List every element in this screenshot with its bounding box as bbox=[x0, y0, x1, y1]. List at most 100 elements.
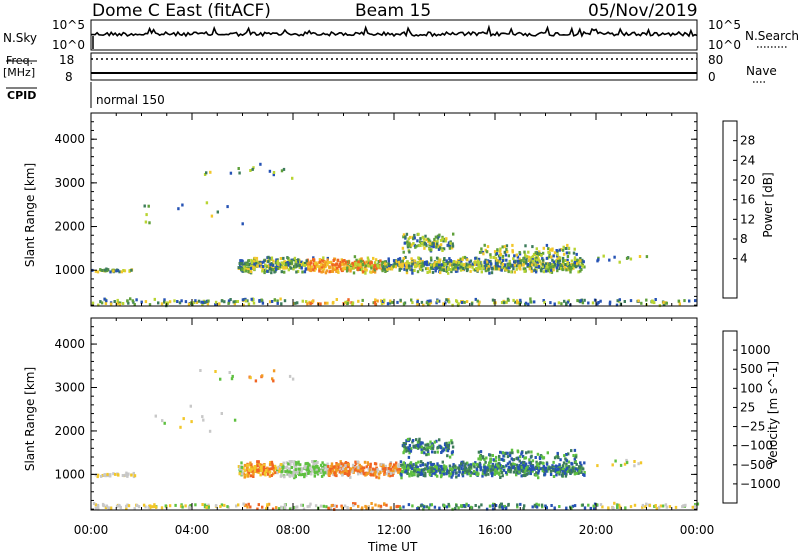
velocity-echo-cell bbox=[261, 472, 265, 476]
velocity-echo-cell bbox=[524, 467, 527, 470]
velocity-colorbar-frame bbox=[722, 330, 738, 504]
power-echo-cell bbox=[562, 245, 565, 249]
power-echo-cell bbox=[380, 299, 383, 303]
power-echo-cell bbox=[358, 268, 362, 271]
power-echo-cell bbox=[272, 259, 275, 263]
velocity-echo-cell bbox=[300, 469, 303, 473]
power-echo-cell bbox=[358, 258, 361, 262]
power-echo-cell bbox=[449, 268, 453, 272]
velocity-echo-cell bbox=[488, 461, 491, 465]
velocity-echo-cell bbox=[479, 457, 482, 461]
power-echo-cell bbox=[247, 259, 250, 263]
velocity-echo-cell bbox=[351, 470, 354, 474]
velocity-echo-cell bbox=[477, 450, 481, 454]
power-echo-cell bbox=[361, 298, 364, 302]
velocity-echo-cell bbox=[291, 377, 295, 381]
power-echo-cell bbox=[485, 260, 489, 264]
power-echo-cell bbox=[448, 257, 451, 261]
power-echo-cell bbox=[462, 256, 465, 260]
power-echo-cell bbox=[408, 242, 411, 246]
velocity-echo-cell bbox=[539, 467, 542, 471]
velocity-echo-cell bbox=[317, 471, 320, 475]
power-echo-cell bbox=[349, 267, 353, 271]
power-echo-cell bbox=[115, 269, 118, 273]
velocity-echo-cell bbox=[281, 463, 284, 467]
power-echo-cell bbox=[344, 300, 347, 304]
velocity-echo-cell bbox=[316, 465, 319, 468]
power-echo-cell bbox=[503, 267, 507, 271]
velocity-echo-cell bbox=[337, 463, 340, 467]
velocity-echo-cell bbox=[410, 470, 413, 474]
power-echo-cell bbox=[346, 263, 349, 266]
power-echo-cell bbox=[119, 301, 122, 305]
velocity-echo-cell bbox=[415, 470, 418, 474]
velocity-echo-cell bbox=[502, 458, 505, 462]
power-echo-cell bbox=[512, 257, 515, 261]
velocity-echo-cell bbox=[267, 472, 270, 476]
velocity-echo-cell bbox=[500, 457, 504, 461]
power-echo-cell bbox=[513, 254, 516, 258]
power-echo-cell bbox=[487, 267, 490, 271]
power-echo-cell bbox=[426, 263, 429, 267]
beam-title: Beam 15 bbox=[355, 1, 432, 21]
power-echo-cell bbox=[282, 167, 286, 171]
velocity-echo-cell bbox=[125, 473, 128, 477]
velocity-echo-cell bbox=[526, 465, 529, 469]
velocity-echo-cell bbox=[524, 462, 528, 466]
power-echo-cell bbox=[447, 261, 450, 265]
power-echo-cell bbox=[498, 256, 502, 260]
power-echo-cell bbox=[570, 259, 574, 263]
velocity-echo-cell bbox=[633, 503, 637, 507]
power-echo-cell bbox=[247, 302, 251, 306]
velocity-echo-cell bbox=[583, 461, 586, 465]
velocity-echo-cell bbox=[312, 460, 315, 464]
velocity-echo-cell bbox=[292, 474, 295, 478]
power-echo-cell bbox=[447, 271, 450, 275]
velocity-echo-cell bbox=[601, 505, 604, 509]
velocity-echo-cell bbox=[343, 470, 346, 474]
velocity-echo-cell bbox=[482, 469, 485, 473]
velocity-echo-cell bbox=[559, 468, 562, 472]
power-echo-cell bbox=[267, 260, 270, 264]
power-echo-cell bbox=[540, 262, 543, 266]
velocity-echo-cell bbox=[294, 463, 297, 467]
velocity-echo-cell bbox=[472, 469, 476, 473]
velocity-echo-cell bbox=[420, 460, 423, 464]
power-echo-cell bbox=[265, 264, 269, 268]
power-echo-cell bbox=[558, 256, 562, 260]
power-echo-cell bbox=[238, 171, 241, 175]
velocity-echo-cell bbox=[433, 469, 436, 473]
power-echo-cell bbox=[516, 301, 519, 305]
power-echo-cell bbox=[540, 269, 543, 273]
power-echo-cell bbox=[579, 299, 582, 303]
power-echo-cell bbox=[163, 298, 166, 302]
power-echo-cell bbox=[427, 303, 430, 307]
power-echo-cell bbox=[387, 259, 390, 263]
power-echo-cell bbox=[234, 300, 237, 304]
power-echo-cell bbox=[485, 264, 488, 267]
power-echo-cell bbox=[518, 251, 521, 254]
power-echo-cell bbox=[227, 301, 230, 305]
power-echo-cell bbox=[118, 303, 122, 307]
velocity-echo-cell bbox=[515, 470, 518, 474]
power-echo-cell bbox=[419, 257, 422, 261]
velocity-echo-cell bbox=[203, 505, 207, 509]
freq-scale-bottom: 8 bbox=[65, 70, 73, 84]
velocity-echo-cell bbox=[135, 504, 139, 507]
velocity-echo-cell bbox=[243, 504, 247, 508]
velocity-echo-cell bbox=[504, 452, 507, 455]
power-echo-cell bbox=[519, 298, 522, 302]
velocity-echo-cell bbox=[499, 468, 502, 472]
velocity-echo-cell bbox=[540, 455, 544, 459]
power-echo-cell bbox=[280, 270, 283, 274]
power-echo-cell bbox=[518, 266, 521, 270]
power-echo-cell bbox=[511, 264, 514, 268]
velocity-echo-cell bbox=[391, 473, 394, 477]
freq-scale-top: 18 bbox=[59, 53, 75, 67]
velocity-echo-cell bbox=[405, 448, 409, 452]
velocity-echo-cell bbox=[462, 460, 465, 464]
velocity-echo-cell bbox=[573, 448, 577, 452]
velocity-echo-cell bbox=[230, 377, 234, 381]
power-echo-cell bbox=[623, 300, 626, 303]
power-echo-cell bbox=[476, 299, 479, 303]
